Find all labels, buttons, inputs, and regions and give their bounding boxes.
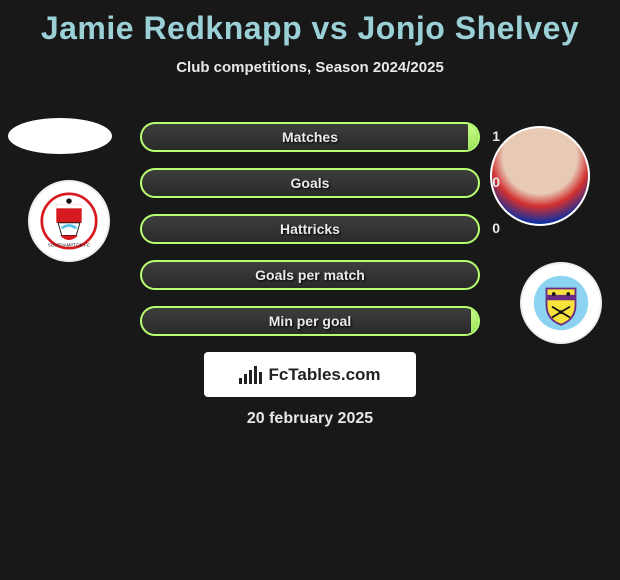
brand-text: FcTables.com <box>268 365 380 385</box>
club-crest-left: SOUTHAMPTON FC <box>28 180 110 262</box>
stat-row: Min per goal <box>140 306 480 336</box>
stat-label: Goals <box>142 170 478 196</box>
stat-rows: Matches1Goals0Hattricks0Goals per matchM… <box>140 122 480 352</box>
stat-label: Goals per match <box>142 262 478 288</box>
stat-row: Goals <box>140 168 480 198</box>
stat-value-right: 0 <box>492 174 500 190</box>
date-text: 20 february 2025 <box>0 410 620 428</box>
brand-badge: FcTables.com <box>204 352 416 397</box>
stat-row: Goals per match <box>140 260 480 290</box>
burnley-crest-icon <box>532 274 590 332</box>
player-left-avatar <box>8 118 112 154</box>
stat-value-right: 1 <box>492 128 500 144</box>
subtitle: Club competitions, Season 2024/2025 <box>0 59 620 76</box>
southampton-crest-icon: SOUTHAMPTON FC <box>40 192 98 250</box>
stat-row: Matches <box>140 122 480 152</box>
player-right-avatar <box>490 126 590 226</box>
stat-row: Hattricks <box>140 214 480 244</box>
stat-label: Matches <box>142 124 478 150</box>
bars-icon <box>239 366 262 384</box>
stat-label: Hattricks <box>142 216 478 242</box>
svg-text:SOUTHAMPTON FC: SOUTHAMPTON FC <box>48 242 91 247</box>
club-crest-right <box>520 262 602 344</box>
stat-label: Min per goal <box>142 308 478 334</box>
stat-value-right: 0 <box>492 220 500 236</box>
page-title: Jamie Redknapp vs Jonjo Shelvey <box>0 0 620 47</box>
